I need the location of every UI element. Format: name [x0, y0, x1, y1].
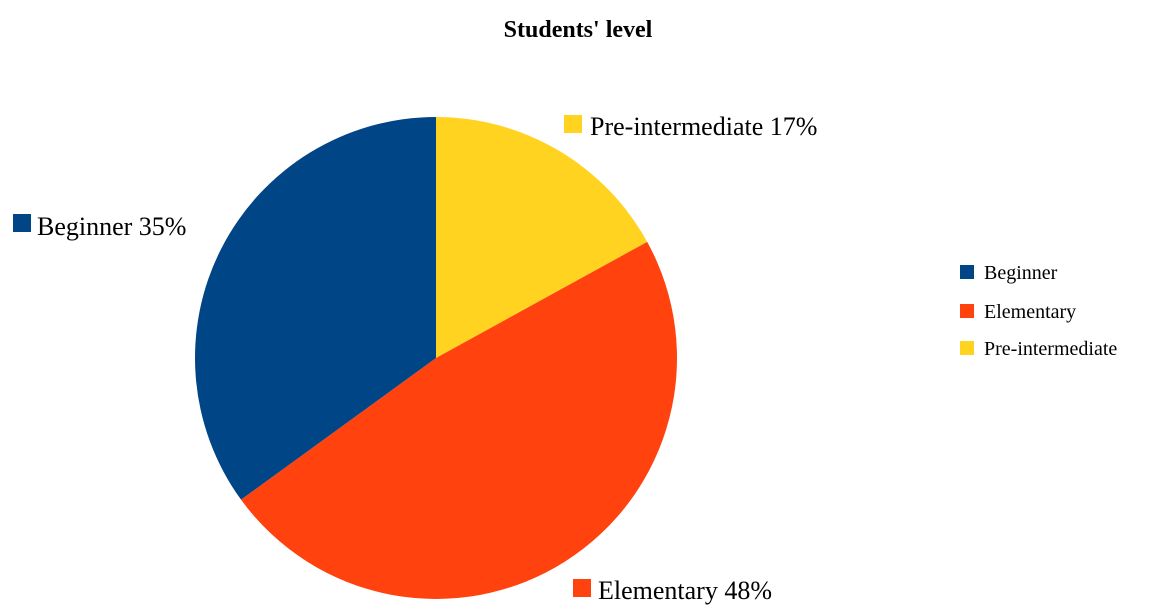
pie-slices	[195, 117, 677, 599]
legend-entry-pre-intermediate: Pre-intermediate	[960, 338, 1117, 360]
legend-label-beginner: Beginner	[984, 262, 1058, 284]
chart-title: Students' level	[504, 17, 653, 43]
pie-slice-elementary	[241, 241, 677, 599]
slice-label-text-pre-intermediate: Pre-intermediate 17%	[590, 112, 817, 141]
legend-entry-beginner: Beginner	[960, 262, 1058, 284]
legend-label-elementary: Elementary	[984, 301, 1076, 323]
legend-swatch-elementary	[960, 304, 974, 318]
pie-slice-pre-intermediate	[436, 117, 648, 358]
slice-label-swatch-pre-intermediate	[564, 115, 582, 133]
legend-swatch-beginner	[960, 265, 974, 279]
legend-entry-elementary: Elementary	[960, 301, 1076, 323]
slice-label-beginner: Beginner 35%	[13, 212, 186, 241]
chart-legend: Beginner Elementary Pre-intermediate	[960, 262, 1117, 360]
legend-label-pre-intermediate: Pre-intermediate	[984, 338, 1117, 360]
legend-swatch-pre-intermediate	[960, 341, 974, 355]
slice-label-text-elementary: Elementary 48%	[598, 576, 772, 605]
slice-label-swatch-elementary	[573, 579, 591, 597]
slice-label-elementary: Elementary 48%	[573, 576, 772, 605]
slice-label-swatch-beginner	[13, 214, 31, 232]
pie-slice-beginner	[195, 117, 436, 500]
slice-label-text-beginner: Beginner 35%	[37, 212, 186, 241]
slice-label-pre-intermediate: Pre-intermediate 17%	[564, 112, 817, 141]
